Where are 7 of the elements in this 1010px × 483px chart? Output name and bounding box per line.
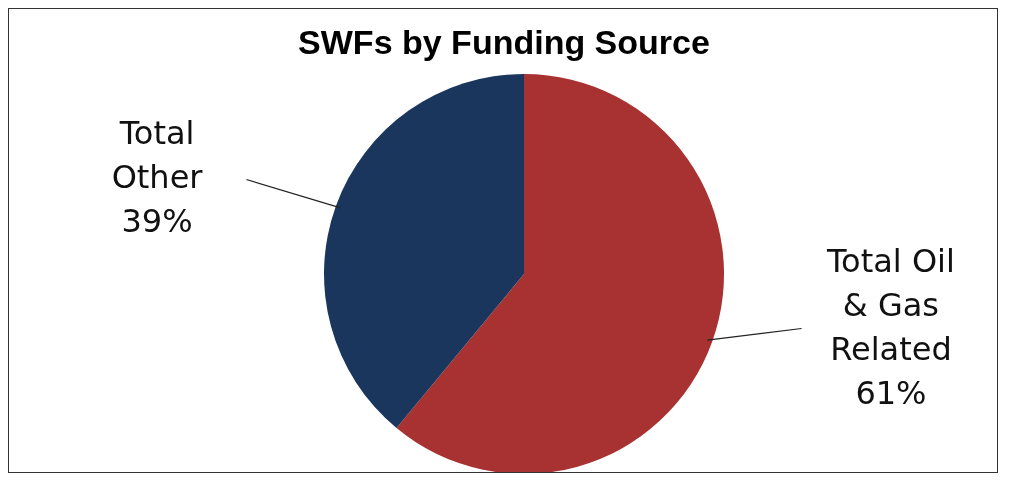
chart-title: SWFs by Funding Source [297,23,711,62]
pie-slice [396,74,724,472]
data-label: 39% [121,202,193,241]
slice-label: Total Other [111,114,204,197]
pie-slice [324,74,524,429]
data-label: 61% [855,373,927,412]
slice-label: Total Oil & Gas Related [826,241,955,368]
